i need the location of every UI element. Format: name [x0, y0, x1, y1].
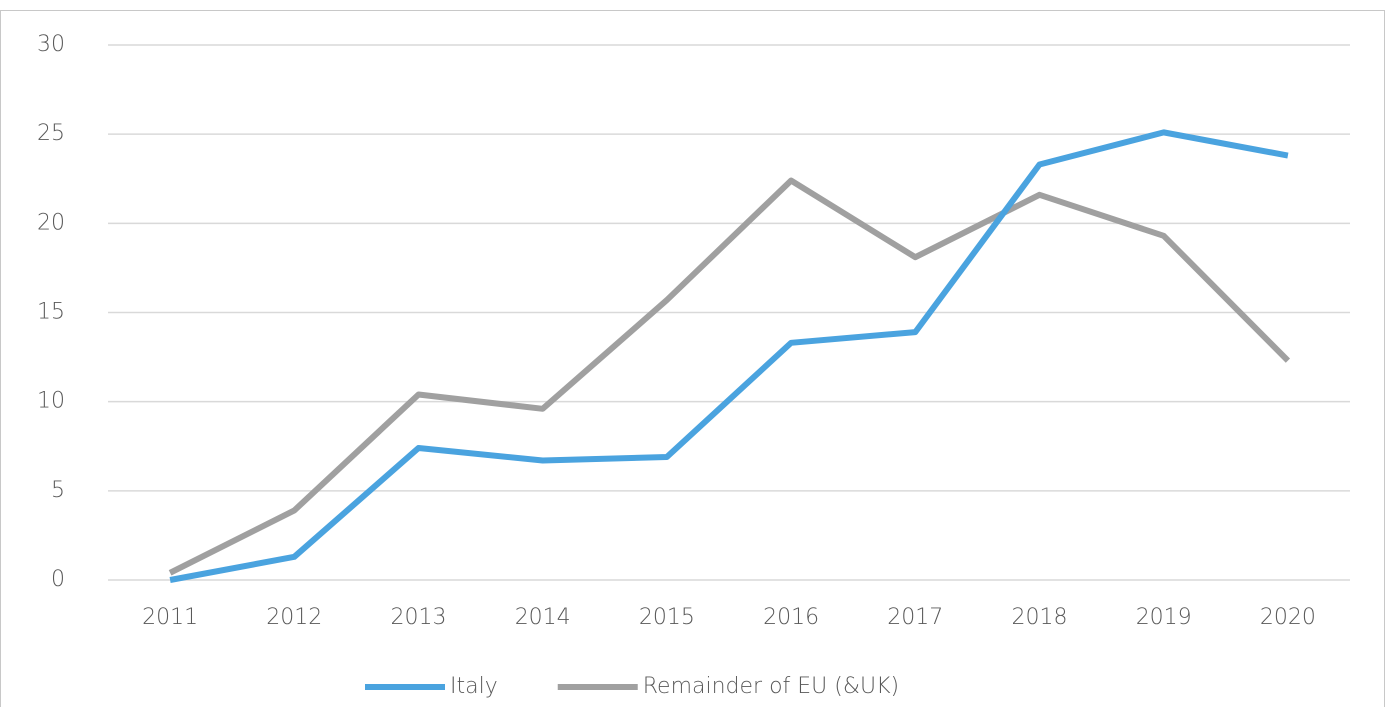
x-tick-label: 2013 — [391, 605, 447, 630]
line-series — [168, 177, 1291, 576]
y-tick-label: 0 — [51, 567, 65, 592]
x-tick-label: 2018 — [1012, 605, 1068, 630]
x-tick-label: 2020 — [1260, 605, 1316, 630]
x-tick-label: 2014 — [515, 605, 571, 630]
legend-label: Remainder of EU (&UK) — [643, 674, 899, 699]
x-tick-label: 2011 — [142, 605, 198, 630]
y-tick-label: 15 — [37, 300, 65, 325]
y-tick-label: 10 — [37, 389, 65, 414]
line-series — [169, 129, 1289, 583]
y-tick-label: 5 — [51, 478, 65, 503]
y-tick-label: 30 — [37, 32, 65, 57]
x-tick-label: 2017 — [887, 605, 943, 630]
legend-label: Italy — [450, 674, 498, 699]
x-tick-label: 2019 — [1136, 605, 1192, 630]
y-tick-label: 20 — [37, 210, 65, 235]
x-tick-label: 2012 — [266, 605, 322, 630]
frame — [0, 10, 1385, 707]
x-tick-label: 2016 — [763, 605, 819, 630]
y-tick-label: 25 — [37, 121, 65, 146]
x-tick-label: 2015 — [639, 605, 695, 630]
